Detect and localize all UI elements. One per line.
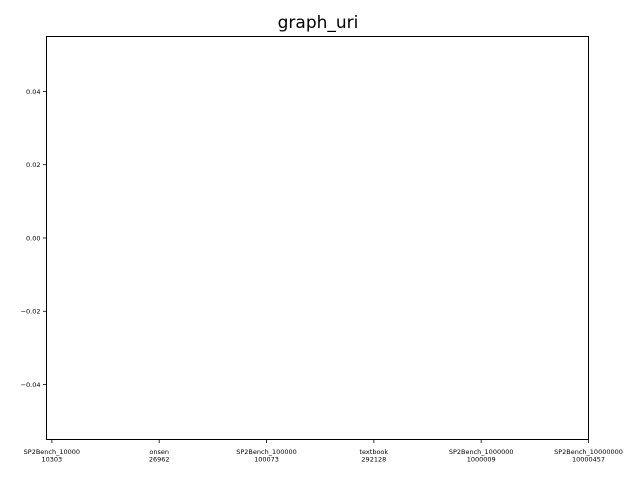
- y-tick-label: −0.02: [21, 308, 41, 316]
- plot-area: [46, 36, 589, 440]
- y-axis: −0.04 −0.02 0.00 0.02 0.04: [21, 88, 47, 389]
- y-tick-label: 0.04: [26, 88, 40, 96]
- y-tick-label: −0.04: [21, 381, 41, 389]
- x-tick-label: 10000457: [572, 456, 605, 464]
- x-tick-label: 10303: [42, 456, 63, 464]
- x-tick-label: onsen: [149, 448, 169, 456]
- x-tick-label: 26962: [149, 456, 170, 464]
- x-tick-label: 292128: [361, 456, 386, 464]
- x-tick-label: 100073: [254, 456, 279, 464]
- x-tick-label: textbook: [360, 448, 389, 456]
- x-tick-label: SP2Bench_1000000: [449, 448, 514, 456]
- y-tick-label: 0.02: [26, 161, 40, 169]
- x-tick-label: SP2Bench_100000: [236, 448, 297, 456]
- y-tick-label: 0.00: [26, 234, 40, 242]
- chart-title: graph_uri: [278, 13, 359, 33]
- x-tick-label: 1000009: [467, 456, 496, 464]
- x-tick-label: SP2Bench_10000: [24, 448, 80, 456]
- x-tick-label: SP2Bench_10000000: [554, 448, 623, 456]
